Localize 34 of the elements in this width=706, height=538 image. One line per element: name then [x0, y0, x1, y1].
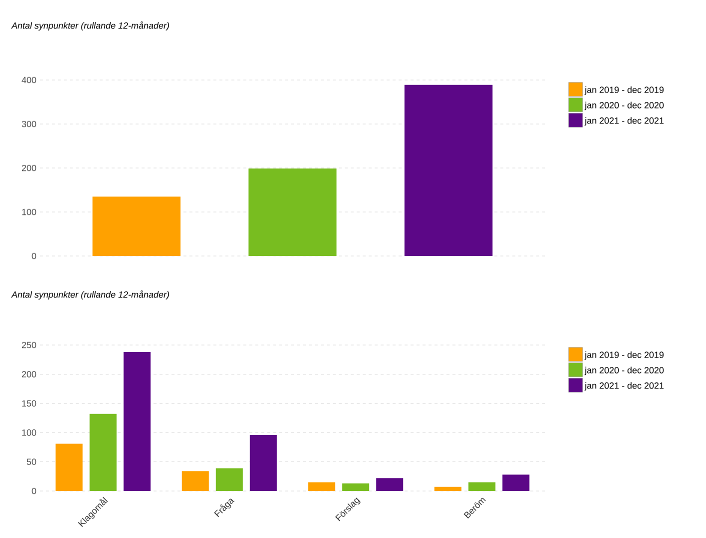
bar	[404, 84, 493, 256]
bar	[90, 414, 117, 491]
legend-label: jan 2019 - dec 2019	[584, 86, 664, 95]
legend-label: jan 2020 - dec 2020	[584, 366, 664, 376]
y-tick-label: 400	[22, 76, 36, 84]
y-tick-label: 0	[32, 488, 36, 494]
y-tick-label: 200	[22, 164, 36, 172]
bar	[216, 468, 243, 491]
legend-label: jan 2021 - dec 2021	[584, 117, 664, 126]
bar	[250, 434, 277, 491]
y-tick-label: 150	[22, 400, 36, 407]
y-tick-label: 200	[22, 371, 36, 378]
legend-label: jan 2019 - dec 2019	[584, 351, 664, 360]
legend-label: jan 2021 - dec 2021	[584, 382, 664, 391]
y-tick-label: 250	[22, 342, 36, 348]
y-tick-label: 100	[22, 429, 36, 436]
legend-label: jan 2020 - dec 2020	[584, 102, 664, 110]
bar	[92, 196, 181, 256]
bar	[248, 168, 337, 256]
y-tick-label: 100	[22, 208, 36, 216]
chart-title: Antal synpunkter (rullande 12-månader)	[11, 290, 169, 300]
bar	[56, 444, 83, 491]
y-tick-label: 0	[32, 252, 36, 260]
bar	[124, 352, 151, 491]
bar	[468, 482, 496, 491]
bar	[502, 474, 530, 491]
chart-title: Antal synpunkter (rullande 12-månader)	[11, 21, 169, 30]
bar	[308, 482, 336, 491]
y-tick-label: 300	[22, 120, 36, 128]
bar	[342, 483, 370, 491]
bar	[182, 471, 209, 491]
y-tick-label: 50	[26, 458, 36, 465]
bar	[434, 486, 462, 491]
bar	[376, 478, 404, 491]
